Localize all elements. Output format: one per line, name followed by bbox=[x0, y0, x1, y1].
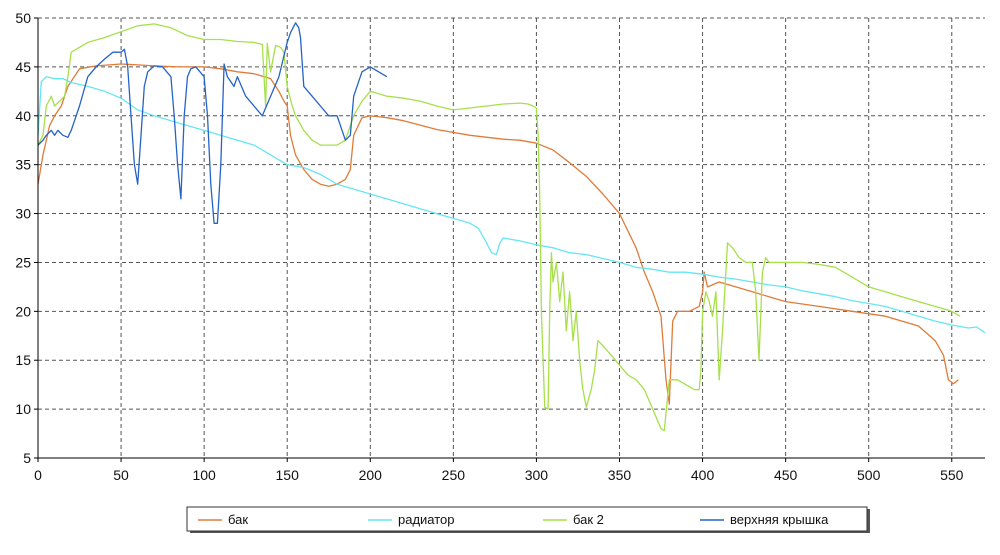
x-tick-label: 150 bbox=[276, 467, 300, 483]
series-line-3 bbox=[37, 22, 388, 224]
y-tick-label: 40 bbox=[15, 108, 31, 124]
x-tick-label: 500 bbox=[857, 467, 881, 483]
plot-background bbox=[38, 18, 985, 458]
legend-label-1: радиатор bbox=[398, 512, 455, 527]
legend: бак радиатор бак 2 верхняя крышка bbox=[186, 506, 870, 533]
x-tick-label: 300 bbox=[525, 467, 549, 483]
x-tick-label: 350 bbox=[608, 467, 632, 483]
y-tick-label: 30 bbox=[15, 206, 31, 222]
x-tick-label: 50 bbox=[113, 467, 129, 483]
y-tick-label: 35 bbox=[15, 157, 31, 173]
axes bbox=[37, 18, 985, 459]
x-tick-label: 450 bbox=[774, 467, 798, 483]
x-tick-label: 100 bbox=[192, 467, 216, 483]
series-line-2 bbox=[37, 23, 961, 432]
x-tick-label: 200 bbox=[359, 467, 383, 483]
tick-labels: 0 50 100 150 200 250 300 350 400 450 500 550 5 10 15 20… bbox=[15, 10, 963, 483]
legend-label-0: бак bbox=[228, 512, 248, 527]
y-tick-label: 15 bbox=[15, 352, 31, 368]
y-tick-label: 50 bbox=[15, 10, 31, 26]
y-tick-label: 25 bbox=[15, 254, 31, 270]
series-lines bbox=[37, 22, 986, 432]
y-tick-label: 5 bbox=[23, 450, 31, 466]
legend-label-2: бак 2 bbox=[573, 512, 604, 527]
y-tick-label: 20 bbox=[15, 303, 31, 319]
y-tick-label: 45 bbox=[15, 59, 31, 75]
y-tick-label: 10 bbox=[15, 401, 31, 417]
x-tick-label: 0 bbox=[34, 467, 42, 483]
series-line-1 bbox=[37, 76, 986, 334]
x-tick-label: 250 bbox=[442, 467, 466, 483]
legend-box bbox=[186, 506, 868, 532]
x-tick-label: 550 bbox=[940, 467, 964, 483]
x-tick-label: 400 bbox=[691, 467, 715, 483]
legend-label-3: верхняя крышка bbox=[730, 512, 829, 527]
